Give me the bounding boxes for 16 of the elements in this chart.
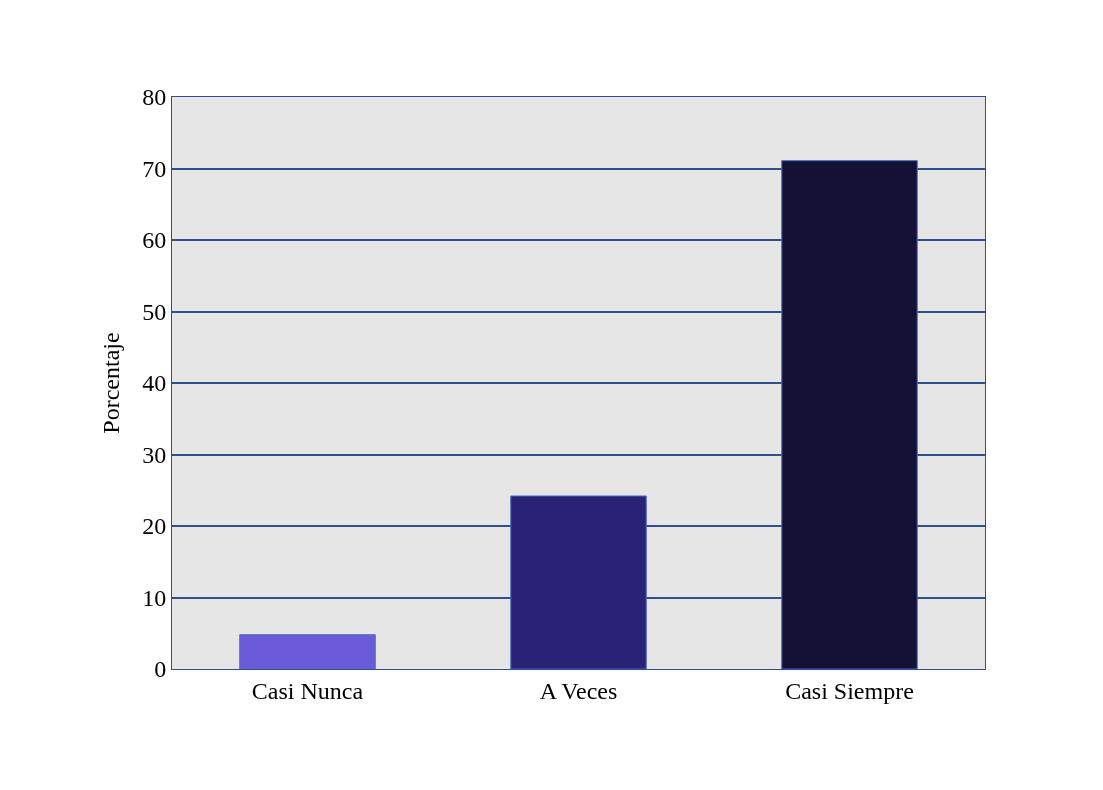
y-tick-label: 30 xyxy=(142,441,167,468)
bar xyxy=(510,495,647,669)
y-tick-label: 80 xyxy=(142,84,167,111)
x-tick-label: A Veces xyxy=(539,677,618,704)
bar xyxy=(781,160,918,669)
bar xyxy=(239,634,376,669)
y-tick-label: 60 xyxy=(142,227,167,254)
y-tick-label: 70 xyxy=(142,155,167,182)
y-tick-label: 20 xyxy=(142,513,167,540)
y-axis-title: Porcentaje xyxy=(98,332,125,434)
x-tick-label: Casi Siempre xyxy=(785,677,914,704)
y-tick-label: 50 xyxy=(142,298,167,325)
y-tick-label: 10 xyxy=(142,584,167,611)
y-tick-label: 40 xyxy=(142,370,167,397)
x-tick-label: Casi Nunca xyxy=(251,677,364,704)
y-tick-label: 0 xyxy=(154,656,167,683)
